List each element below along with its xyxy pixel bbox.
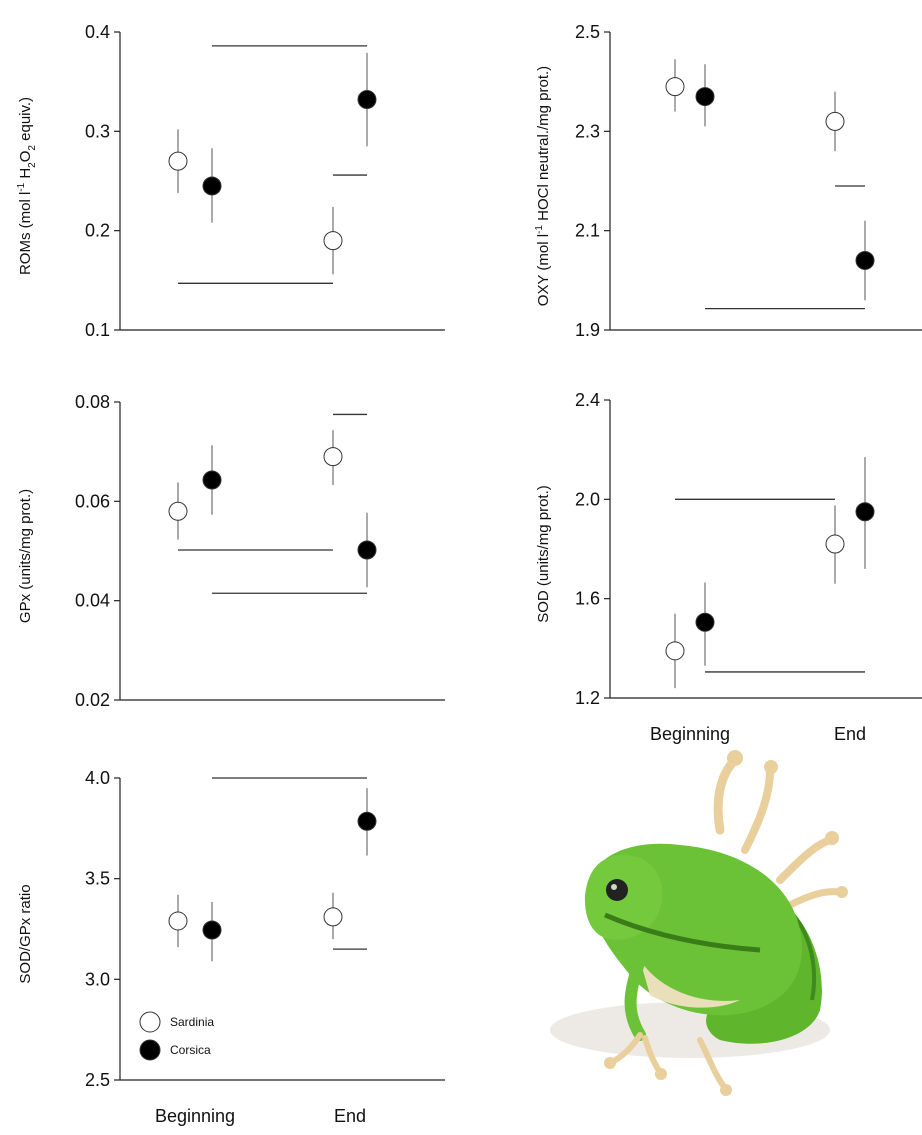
data-point-sardinia	[665, 641, 685, 661]
y-tick-label: 0.02	[75, 690, 110, 710]
y-axis-label: SOD (units/mg prot.)	[535, 485, 552, 623]
data-point-corsica	[357, 811, 377, 831]
x-tick-label: Beginning	[650, 724, 730, 744]
y-axis-label-part: -1	[16, 182, 27, 191]
data-point-corsica	[855, 250, 875, 270]
data-point-corsica	[202, 470, 222, 490]
frog-photo	[550, 750, 848, 1096]
y-tick-label: 0.2	[85, 221, 110, 241]
legend-label: Corsica	[170, 1043, 211, 1057]
data-point-corsica	[695, 612, 715, 632]
y-axis-label-part: H	[17, 168, 34, 183]
y-tick-label: 0.1	[85, 320, 110, 340]
data-point-sardinia	[665, 77, 685, 97]
data-point-sardinia	[168, 501, 188, 521]
y-axis-label: ROMs (mol l-1 H2O2 equiv.)	[16, 97, 38, 275]
y-tick-label: 0.3	[85, 121, 110, 141]
y-axis-label-part: 2	[27, 145, 38, 151]
chart-panel-sod: 1.2 1.6 2.0 2.4 SOD (units/mg prot.) Beginnin…	[535, 390, 922, 744]
data-point-sardinia	[323, 907, 343, 927]
data-point-corsica	[695, 87, 715, 107]
legend-marker-corsica	[139, 1039, 161, 1061]
y-tick-label: 1.6	[575, 589, 600, 609]
y-axis-label-part: -1	[534, 225, 545, 234]
y-axis-label-part: OXY (mol l	[535, 234, 552, 306]
data-point-sardinia	[323, 447, 343, 467]
data-point-corsica	[357, 540, 377, 560]
chart-panel-ratio: 2.5 3.0 3.5 4.0 SOD/GPx ratio Beginning End Sar…	[17, 768, 445, 1126]
data-point-sardinia	[825, 534, 845, 554]
y-axis-label-part: SOD/GPx ratio	[17, 884, 34, 983]
y-tick-label: 2.5	[575, 22, 600, 42]
y-tick-label: 2.3	[575, 121, 600, 141]
y-tick-label: 2.4	[575, 390, 600, 410]
y-tick-label: 3.0	[85, 969, 110, 989]
y-axis-label: OXY (mol l-1 HOCl neutral./mg prot.)	[534, 66, 552, 306]
y-axis-label-part: HOCl neutral./mg prot.)	[535, 66, 552, 225]
y-tick-label: 0.04	[75, 591, 110, 611]
y-tick-label: 2.5	[85, 1070, 110, 1090]
data-point-sardinia	[168, 911, 188, 931]
y-tick-label: 0.06	[75, 491, 110, 511]
y-tick-label: 2.0	[575, 489, 600, 509]
x-tick-label: End	[334, 1106, 366, 1126]
y-axis-label-part: 2	[27, 162, 38, 168]
y-tick-label: 1.9	[575, 320, 600, 340]
data-point-corsica	[202, 920, 222, 940]
chart-panel-gpx: 0.02 0.04 0.06 0.08 GPx (units/mg prot.)	[17, 392, 445, 710]
y-tick-label: 1.2	[575, 688, 600, 708]
data-point-sardinia	[323, 231, 343, 251]
y-axis-label: SOD/GPx ratio	[17, 884, 34, 983]
data-point-corsica	[357, 90, 377, 110]
y-axis-label-part: O	[17, 151, 34, 163]
chart-panel-oxy: 1.9 2.1 2.3 2.5 OXY (mol l-1 HOCl neutral./m…	[534, 22, 922, 340]
data-point-sardinia	[168, 151, 188, 171]
legend-marker-sardinia	[139, 1011, 161, 1033]
y-axis-label-part: SOD (units/mg prot.)	[535, 485, 552, 623]
data-point-sardinia	[825, 111, 845, 131]
data-point-corsica	[202, 176, 222, 196]
y-axis-label-part: GPx (units/mg prot.)	[17, 489, 34, 623]
x-tick-label: Beginning	[155, 1106, 235, 1126]
y-tick-label: 3.5	[85, 869, 110, 889]
y-tick-label: 0.08	[75, 392, 110, 412]
y-tick-label: 4.0	[85, 768, 110, 788]
data-point-corsica	[855, 502, 875, 522]
y-axis-label-part: ROMs (mol l	[17, 192, 34, 275]
y-axis-label: GPx (units/mg prot.)	[17, 489, 34, 623]
y-tick-label: 2.1	[575, 221, 600, 241]
y-tick-label: 0.4	[85, 22, 110, 42]
legend-label: Sardinia	[170, 1015, 214, 1029]
y-axis-label-part: equiv.)	[17, 97, 34, 145]
x-tick-label: End	[834, 724, 866, 744]
